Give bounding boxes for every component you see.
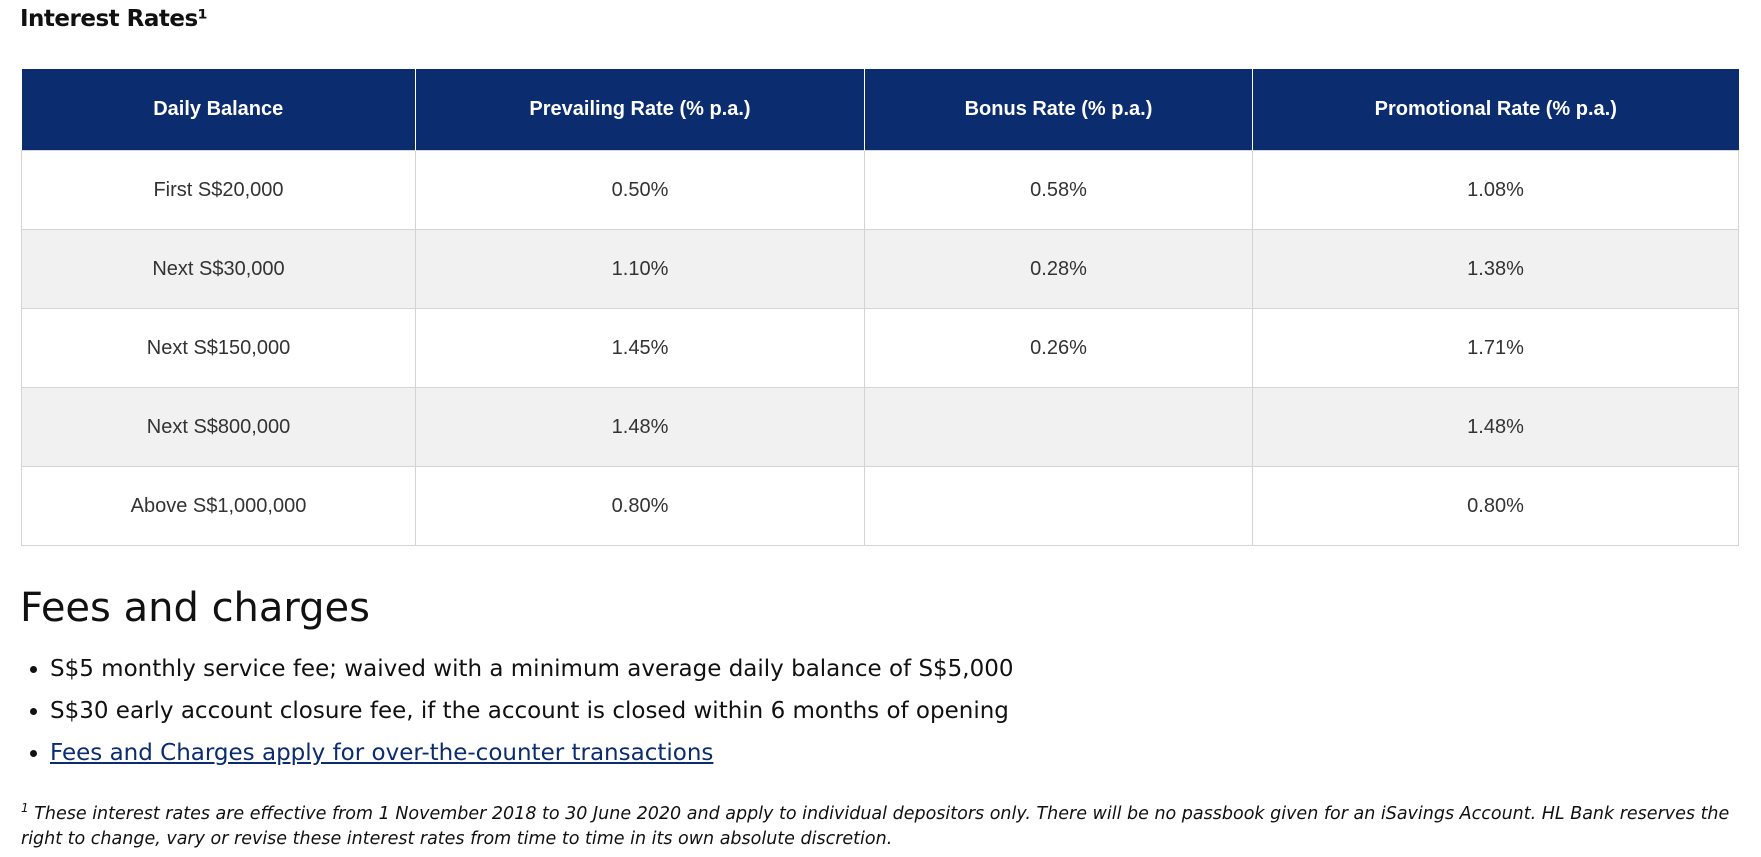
- column-header: Prevailing Rate (% p.a.): [415, 69, 865, 151]
- table-row: First S$20,000 0.50% 0.58% 1.08%: [21, 150, 1739, 230]
- table-cell: [864, 466, 1253, 546]
- rates-table: Daily Balance Prevailing Rate (% p.a.) Bon…: [21, 69, 1739, 546]
- table-cell: First S$20,000: [21, 150, 416, 230]
- table-cell: 1.10%: [415, 229, 865, 309]
- table-cell: 0.80%: [415, 466, 865, 546]
- table-cell: 1.71%: [1252, 308, 1739, 388]
- footnote: 1 These interest rates are effective fro…: [21, 796, 1741, 852]
- section-title: Interest Rates¹: [20, 6, 208, 32]
- table-cell: 1.45%: [415, 308, 865, 388]
- footnote-text: These interest rates are effective from …: [21, 803, 1730, 849]
- table-row: Next S$150,000 1.45% 0.26% 1.71%: [21, 308, 1739, 388]
- table-cell: Next S$30,000: [21, 229, 416, 309]
- column-header: Bonus Rate (% p.a.): [864, 69, 1253, 151]
- table-cell: 1.48%: [415, 387, 865, 467]
- table-cell: Next S$800,000: [21, 387, 416, 467]
- fee-item: S$5 monthly service fee; waived with a m…: [50, 648, 1014, 690]
- footnote-marker: 1: [21, 801, 29, 815]
- table-cell: 0.50%: [415, 150, 865, 230]
- table-cell: Above S$1,000,000: [21, 466, 416, 546]
- fees-link[interactable]: Fees and Charges apply for over-the-coun…: [50, 740, 714, 766]
- table-body: First S$20,000 0.50% 0.58% 1.08% Next S$30,0…: [21, 150, 1739, 546]
- fee-item: S$30 early account closure fee, if the a…: [50, 690, 1014, 732]
- table-row: Next S$800,000 1.48% 1.48%: [21, 387, 1739, 467]
- table-row: Next S$30,000 1.10% 0.28% 1.38%: [21, 229, 1739, 309]
- table-cell: 1.08%: [1252, 150, 1739, 230]
- table-cell: 0.28%: [864, 229, 1253, 309]
- table-row: Above S$1,000,000 0.80% 0.80%: [21, 466, 1739, 546]
- fee-item: Fees and Charges apply for over-the-coun…: [50, 732, 1014, 774]
- column-header: Promotional Rate (% p.a.): [1252, 69, 1739, 151]
- header-row: Daily Balance Prevailing Rate (% p.a.) Bon…: [21, 69, 1739, 151]
- fees-title: Fees and charges: [20, 585, 370, 631]
- table-cell: 0.80%: [1252, 466, 1739, 546]
- fees-list: S$5 monthly service fee; waived with a m…: [0, 648, 1014, 774]
- table-cell: 0.26%: [864, 308, 1253, 388]
- table-cell: 1.48%: [1252, 387, 1739, 467]
- table-cell: 0.58%: [864, 150, 1253, 230]
- table-cell: [864, 387, 1253, 467]
- column-header: Daily Balance: [21, 69, 416, 151]
- table-cell: 1.38%: [1252, 229, 1739, 309]
- table-cell: Next S$150,000: [21, 308, 416, 388]
